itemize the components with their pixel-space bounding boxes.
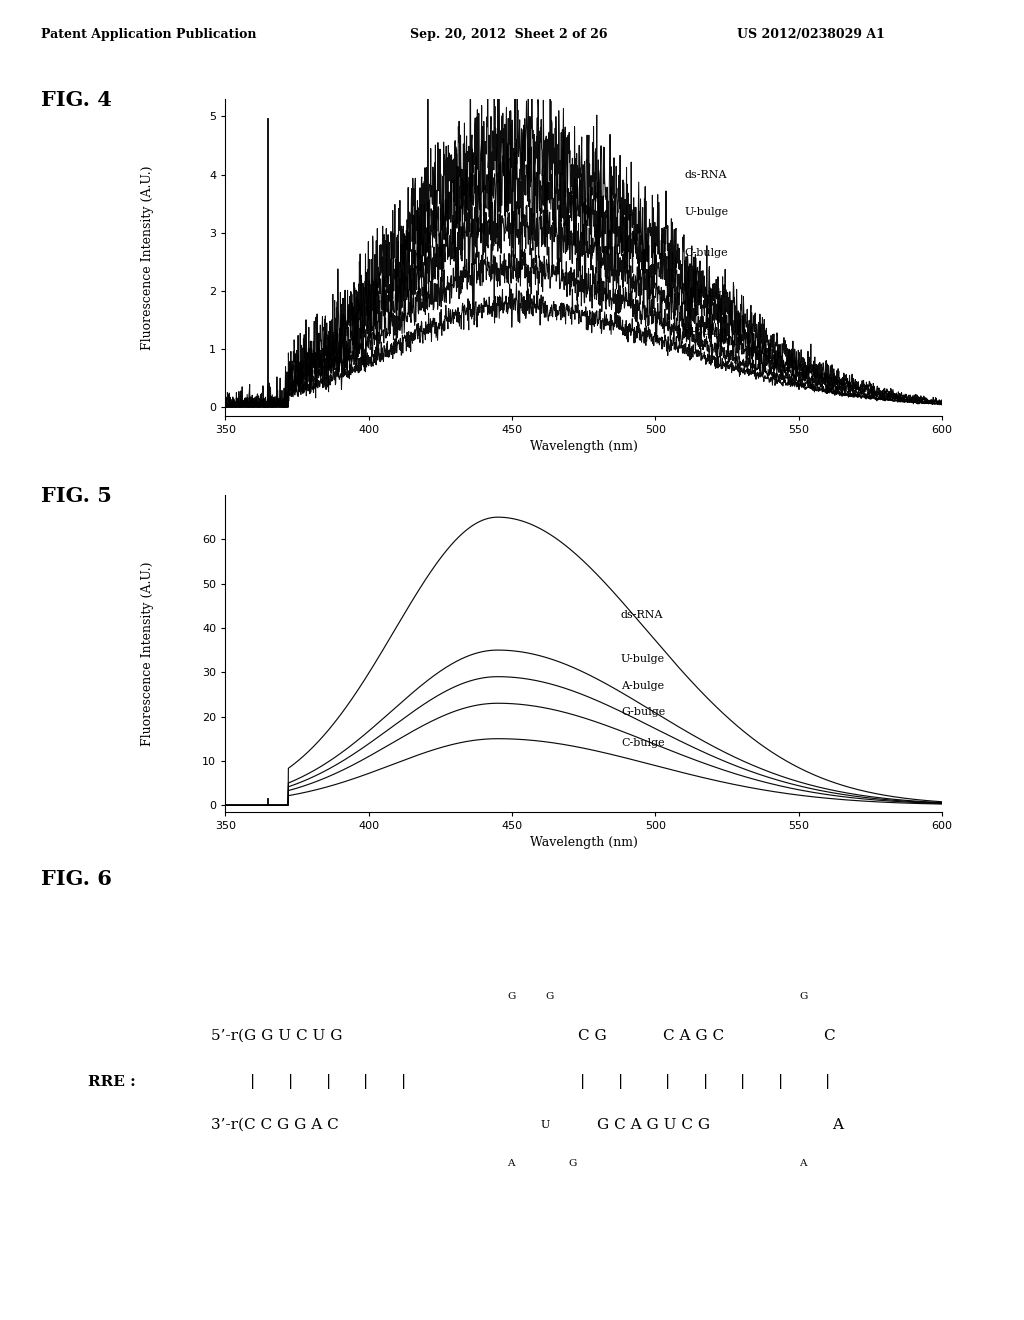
Text: C-bulge: C-bulge — [621, 738, 665, 748]
Text: A-bulge: A-bulge — [684, 326, 727, 337]
Text: |: | — [740, 1074, 745, 1089]
Text: |: | — [250, 1074, 256, 1089]
Text: G: G — [507, 991, 516, 1001]
Text: C: C — [823, 1028, 835, 1043]
Text: Sep. 20, 2012  Sheet 2 of 26: Sep. 20, 2012 Sheet 2 of 26 — [410, 28, 607, 41]
Text: ds-RNA: ds-RNA — [684, 169, 727, 180]
Text: G-bulge: G-bulge — [684, 289, 728, 298]
Y-axis label: Fluorescence Intensity (A.U.): Fluorescence Intensity (A.U.) — [140, 165, 154, 350]
Text: |: | — [580, 1074, 586, 1089]
Text: |: | — [702, 1074, 708, 1089]
Text: U-bulge: U-bulge — [621, 653, 665, 664]
Text: G: G — [545, 991, 553, 1001]
Text: |: | — [288, 1074, 293, 1089]
Text: U: U — [541, 1119, 550, 1130]
Text: FIG. 6: FIG. 6 — [41, 869, 112, 890]
Text: |: | — [326, 1074, 331, 1089]
Text: |: | — [778, 1074, 783, 1089]
Text: G-bulge: G-bulge — [621, 708, 666, 717]
Text: 3’-r(C C G G A C: 3’-r(C C G G A C — [211, 1118, 338, 1131]
Text: |: | — [401, 1074, 407, 1089]
X-axis label: Wavelength (nm): Wavelength (nm) — [529, 441, 638, 453]
Text: FIG. 4: FIG. 4 — [41, 90, 112, 111]
Y-axis label: Fluorescence Intensity (A.U.): Fluorescence Intensity (A.U.) — [140, 561, 154, 746]
Text: A: A — [800, 1159, 807, 1168]
Text: G: G — [800, 991, 808, 1001]
Text: ds-RNA: ds-RNA — [621, 610, 664, 619]
Text: Patent Application Publication: Patent Application Publication — [41, 28, 256, 41]
Text: A-bulge: A-bulge — [621, 681, 665, 690]
Text: FIG. 5: FIG. 5 — [41, 486, 112, 507]
Text: |: | — [364, 1074, 369, 1089]
Text: A: A — [507, 1159, 515, 1168]
Text: RRE :: RRE : — [88, 1074, 136, 1089]
Text: C A G C: C A G C — [663, 1028, 724, 1043]
Text: |: | — [825, 1074, 830, 1089]
Text: U-bulge: U-bulge — [684, 207, 728, 218]
Text: G C A G U C G: G C A G U C G — [597, 1118, 710, 1131]
X-axis label: Wavelength (nm): Wavelength (nm) — [529, 837, 638, 849]
Text: A: A — [833, 1118, 844, 1131]
Text: 5’-r(G G U C U G: 5’-r(G G U C U G — [211, 1028, 342, 1043]
Text: C G: C G — [578, 1028, 606, 1043]
Text: G: G — [568, 1159, 577, 1168]
Text: US 2012/0238029 A1: US 2012/0238029 A1 — [737, 28, 885, 41]
Text: |: | — [617, 1074, 623, 1089]
Text: C-bulge: C-bulge — [684, 248, 728, 257]
Text: |: | — [665, 1074, 670, 1089]
